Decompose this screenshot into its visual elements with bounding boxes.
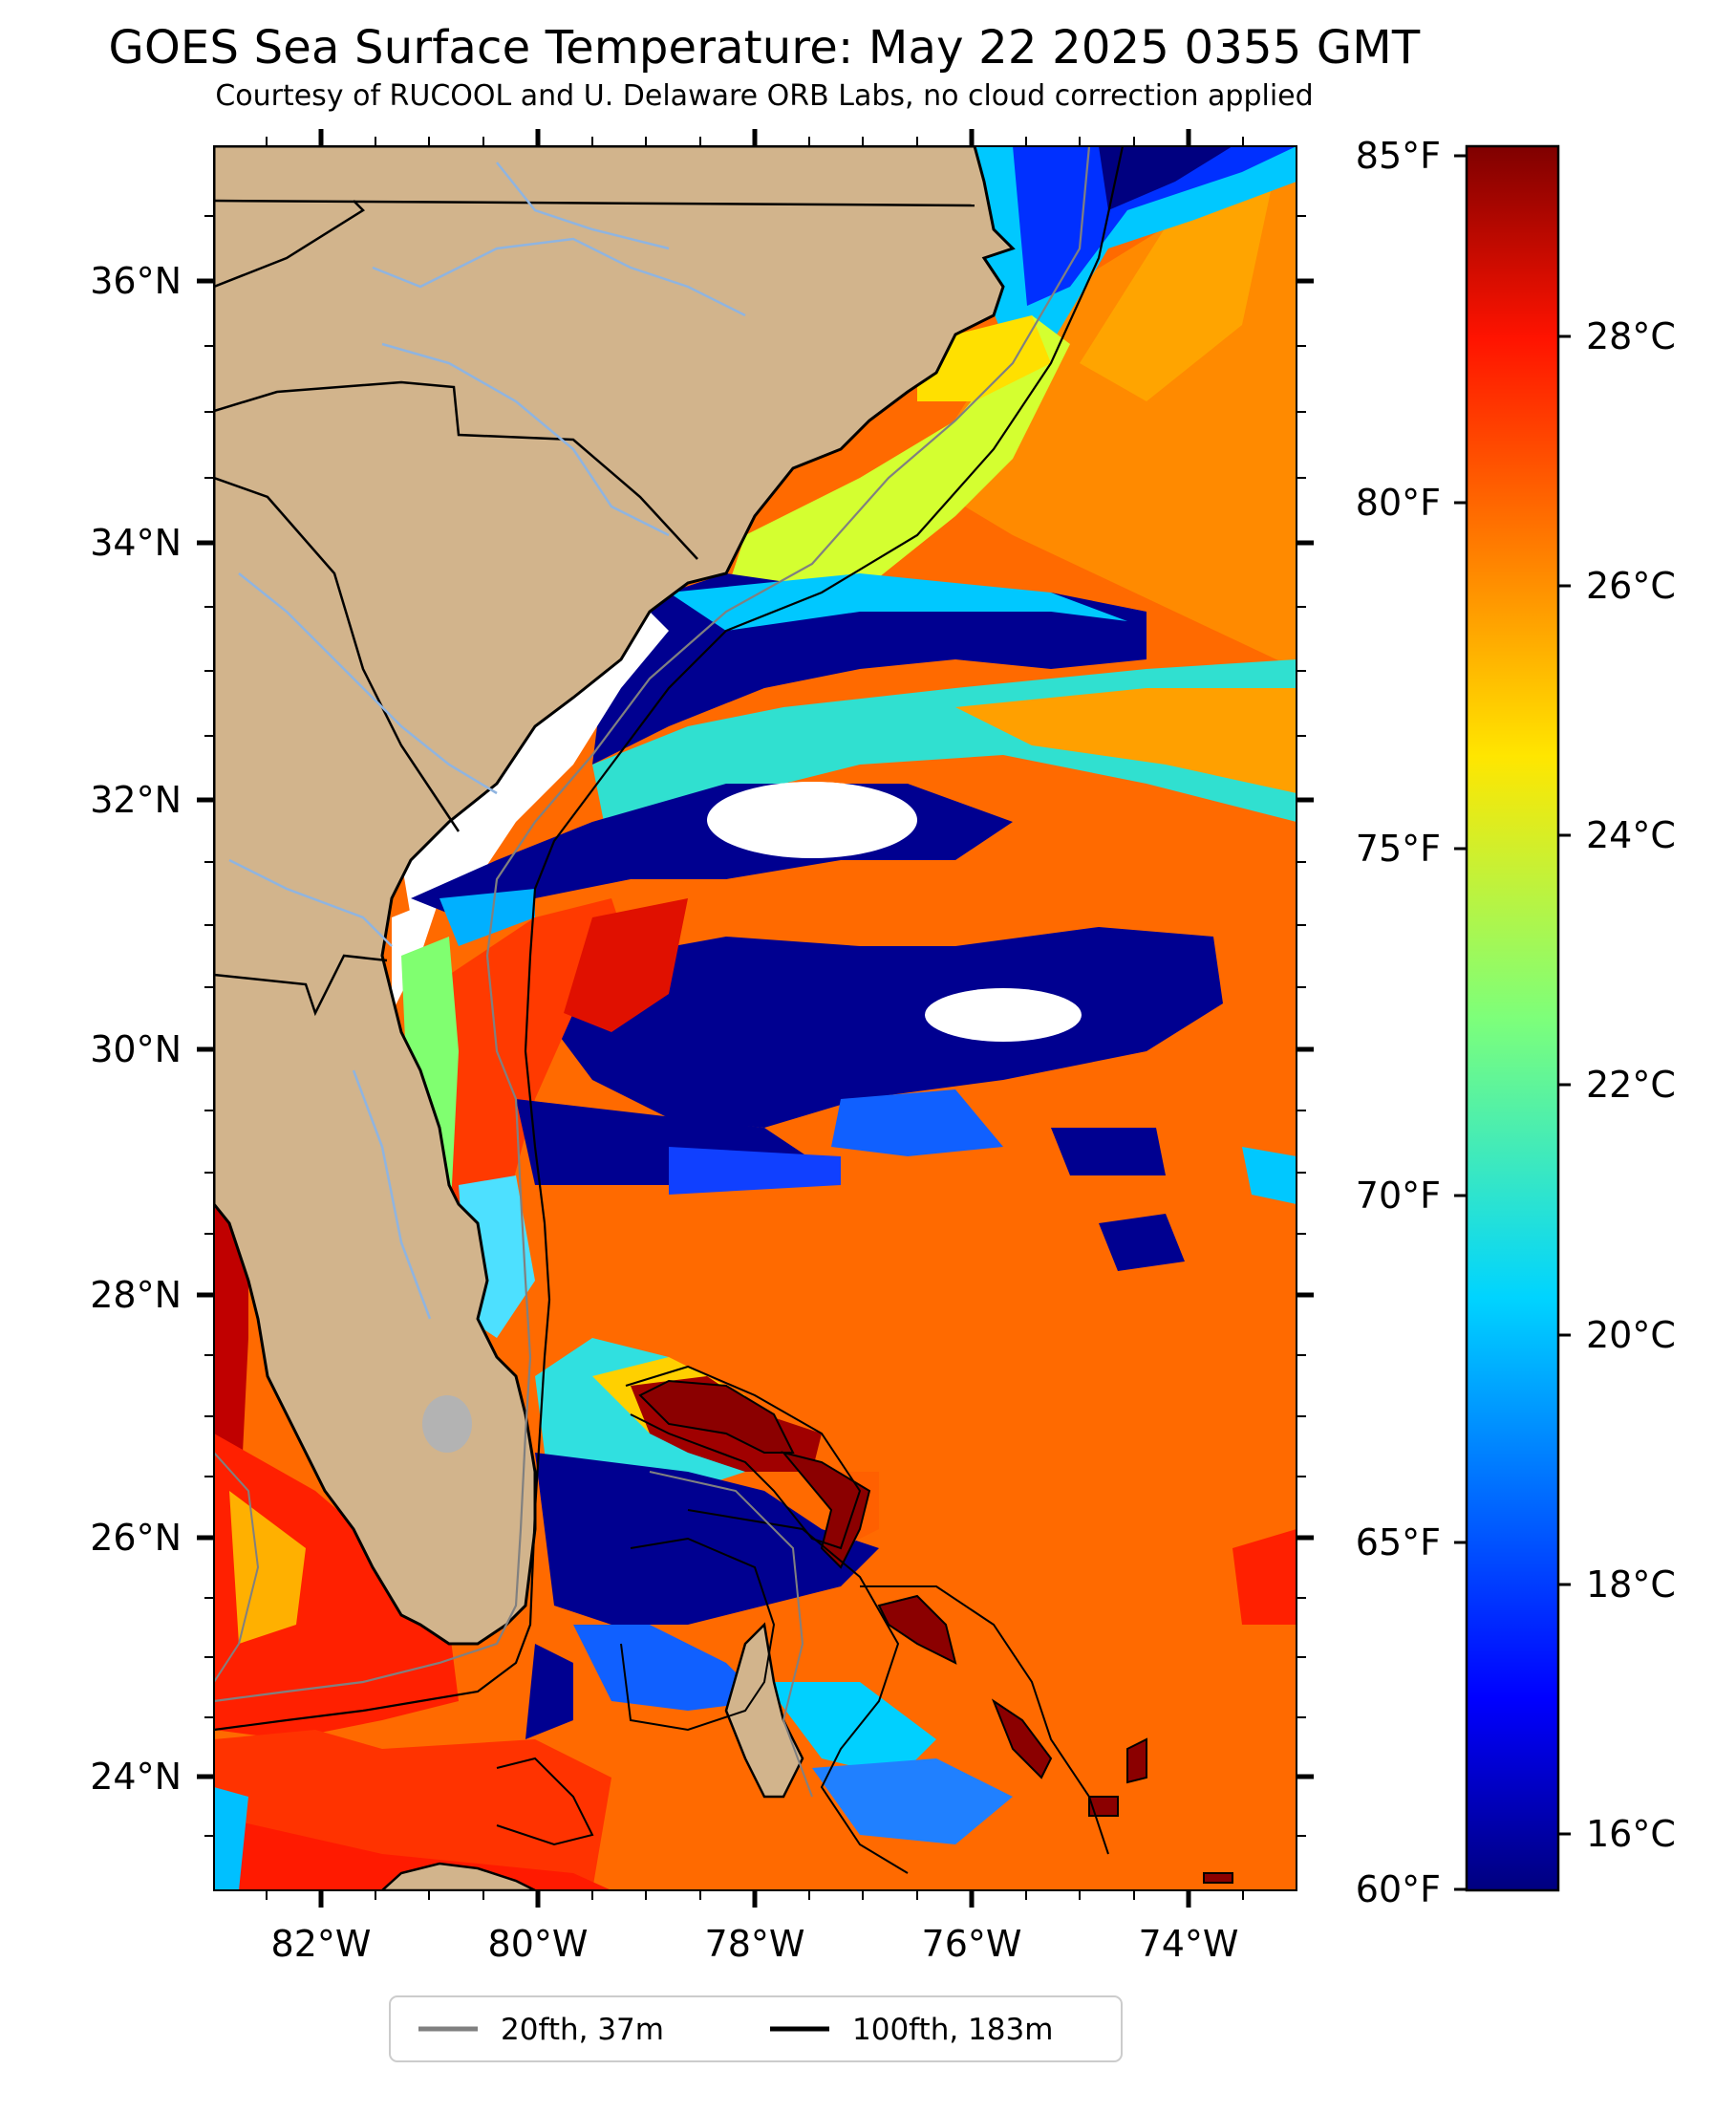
latitude-labels: 36°N 34°N 32°N 30°N 28°N 26°N 24°N	[90, 260, 182, 1798]
colorbar-c-label: 26°C	[1586, 565, 1676, 607]
lon-label: 74°W	[1139, 1923, 1239, 1965]
lat-label: 24°N	[90, 1756, 182, 1798]
lon-label: 82°W	[271, 1923, 372, 1965]
bahamas-exuma	[991, 1698, 1053, 1779]
state-line-sc-ga	[214, 476, 461, 832]
bahamas-abaco	[781, 1451, 871, 1569]
map-area[interactable]	[214, 146, 1297, 1890]
colorbar-gradient	[1465, 144, 1560, 1892]
colorbar-f-label: 85°F	[1356, 135, 1441, 177]
map-title: GOES Sea Surface Temperature: May 22 202…	[108, 21, 1421, 75]
lake-okeechobee	[422, 1395, 472, 1453]
isobath-legend: 20fth, 37m 100fth, 183m	[389, 1995, 1123, 2062]
land-cuba	[380, 1862, 536, 1890]
colorbar-c-label: 20°C	[1586, 1314, 1676, 1356]
colorbar-c-label: 16°C	[1586, 1813, 1676, 1855]
colorbar: 85°F 80°F 75°F 70°F 65°F 60°F 28°C 26°C …	[1356, 135, 1676, 1910]
lat-label: 30°N	[90, 1028, 182, 1070]
isobath-100fth	[214, 146, 1125, 1732]
map-subtitle: Courtesy of RUCOOL and U. Delaware ORB L…	[215, 79, 1314, 113]
lon-label: 76°W	[922, 1923, 1022, 1965]
colorbar-c-label: 22°C	[1586, 1064, 1676, 1106]
land-areas	[214, 146, 1233, 1890]
sst-cold-band-south	[535, 927, 1223, 1128]
longitude-labels: 82°W 80°W 78°W 76°W 74°W	[271, 1923, 1239, 1965]
colorbar-f-label: 80°F	[1356, 482, 1441, 524]
isobath-20fth	[214, 146, 1091, 1703]
state-line-ga-fl	[214, 954, 388, 1017]
isobaths	[214, 146, 1125, 1874]
colorbar-c-label: 24°C	[1586, 814, 1676, 856]
lat-label: 36°N	[90, 260, 182, 302]
colorbar-f-label: 60°F	[1356, 1868, 1441, 1910]
lon-label: 78°W	[705, 1923, 805, 1965]
lon-label: 80°W	[488, 1923, 589, 1965]
legend-label-100fth: 100fth, 183m	[852, 2013, 1053, 2047]
state-line-nc-sc	[214, 380, 698, 560]
colorbar-f-label: 70°F	[1356, 1175, 1441, 1217]
bahamas-andros	[724, 1622, 804, 1799]
axis-ticks	[197, 129, 1314, 1908]
lat-label: 32°N	[90, 779, 182, 821]
state-line-va-nc	[214, 199, 975, 207]
sst-cold-florida-straits	[535, 1453, 879, 1625]
bahamas-eleuthera	[877, 1594, 957, 1665]
colorbar-c-label: 18°C	[1586, 1563, 1676, 1606]
colorbar-c-label: 28°C	[1586, 315, 1676, 357]
lat-label: 26°N	[90, 1517, 182, 1559]
colorbar-f-label: 65°F	[1356, 1521, 1441, 1563]
land-southeast-us	[214, 146, 1016, 1646]
lat-label: 34°N	[90, 522, 182, 564]
lat-label: 28°N	[90, 1274, 182, 1316]
colorbar-f-label: 75°F	[1356, 828, 1441, 870]
bahamas-grand-bahama	[638, 1379, 795, 1454]
legend-label-20fth: 20fth, 37m	[501, 2013, 664, 2047]
legend-box	[389, 1995, 1123, 2062]
rivers	[228, 162, 746, 1320]
